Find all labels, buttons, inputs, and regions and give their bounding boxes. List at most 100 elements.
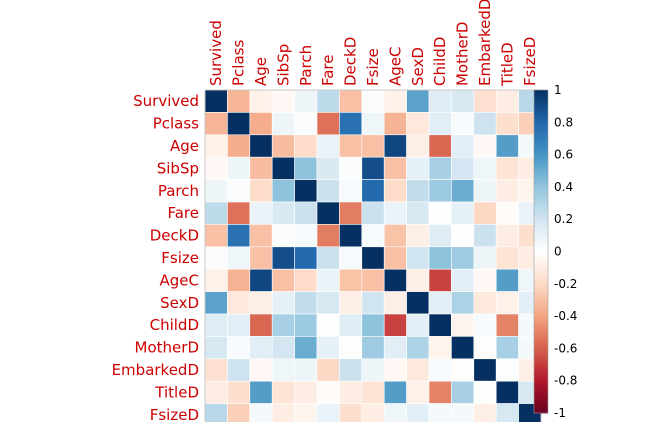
heatmap-cell-pclass-motherd bbox=[451, 112, 475, 136]
heatmap-cell-deckd-sibsp bbox=[271, 224, 295, 248]
heatmap-cell-fsize-deckd bbox=[339, 246, 363, 270]
colorbar-tick-label: 0.4 bbox=[554, 180, 573, 194]
column-label: Survived bbox=[207, 20, 225, 86]
heatmap-cell-embarkedd-parch bbox=[294, 358, 318, 382]
heatmap-cell-deckd-parch bbox=[294, 224, 318, 248]
heatmap-cell-motherd-survived bbox=[204, 336, 228, 360]
colorbar-segment bbox=[534, 316, 548, 320]
heatmap-cell-agec-sexd bbox=[406, 268, 430, 292]
colorbar-segment bbox=[534, 170, 548, 175]
heatmap-cell-survived-sexd bbox=[406, 89, 430, 113]
colorbar-segment bbox=[534, 322, 548, 327]
heatmap-cell-childd-survived bbox=[204, 313, 228, 337]
colorbar-segment bbox=[534, 128, 548, 133]
heatmap-cell-childd-fsize bbox=[361, 313, 385, 337]
colorbar-segment bbox=[534, 293, 548, 298]
heatmap-cell-fsize-fsize bbox=[361, 246, 385, 270]
heatmap-cell-age-childd bbox=[428, 134, 452, 158]
heatmap-cell-survived-fsize bbox=[361, 89, 385, 113]
heatmap-cell-pclass-sexd bbox=[406, 112, 430, 136]
heatmap-cell-titled-deckd bbox=[339, 380, 363, 404]
heatmap-cell-parch-embarkedd bbox=[473, 179, 497, 203]
heatmap-cell-sexd-childd bbox=[428, 291, 452, 315]
heatmap-cell-titled-motherd bbox=[451, 380, 475, 404]
colorbar-segment bbox=[534, 274, 548, 278]
colorbar-segment bbox=[534, 141, 548, 146]
heatmap-cell-fsize-parch bbox=[294, 246, 318, 270]
heatmap-cell-survived-age bbox=[249, 89, 273, 113]
colorbar-segment bbox=[534, 332, 548, 337]
column-label: Age bbox=[252, 57, 270, 86]
heatmap-cell-pclass-sibsp bbox=[271, 112, 295, 136]
colorbar-tick-label: -1 bbox=[554, 406, 566, 420]
colorbar-tick-label: -0.6 bbox=[554, 341, 577, 355]
heatmap-cell-fsized-agec bbox=[383, 403, 407, 422]
column-label: AgeC bbox=[386, 47, 404, 87]
colorbar-segment bbox=[534, 190, 548, 194]
heatmap-cell-deckd-pclass bbox=[227, 224, 251, 248]
heatmap-cell-pclass-fare bbox=[316, 112, 340, 136]
colorbar-segment bbox=[534, 180, 548, 185]
colorbar-segment bbox=[534, 90, 548, 94]
colorbar-segment bbox=[534, 400, 548, 404]
heatmap-cell-fsized-titled bbox=[495, 403, 519, 422]
colorbar-segment bbox=[534, 144, 548, 149]
colorbar-segment bbox=[534, 96, 548, 101]
row-label: Age bbox=[170, 137, 199, 155]
heatmap-cell-fsize-childd bbox=[428, 246, 452, 270]
colorbar-frame bbox=[533, 89, 549, 414]
heatmap-cell-fare-motherd bbox=[451, 201, 475, 225]
colorbar-segment bbox=[534, 290, 548, 295]
column-label: TitleD bbox=[498, 42, 516, 87]
colorbar-segment bbox=[534, 245, 548, 249]
heatmap-cell-childd-age bbox=[249, 313, 273, 337]
heatmap-cell-survived-motherd bbox=[451, 89, 475, 113]
heatmap-cell-fare-deckd bbox=[339, 201, 363, 225]
heatmap-cell-agec-survived bbox=[204, 268, 228, 292]
heatmap-cell-age-pclass bbox=[227, 134, 251, 158]
heatmap-cell-titled-sexd bbox=[406, 380, 430, 404]
heatmap-cell-childd-deckd bbox=[339, 313, 363, 337]
heatmap-cell-deckd-agec bbox=[383, 224, 407, 248]
row-label: Parch bbox=[158, 182, 199, 200]
heatmap-cell-agec-deckd bbox=[339, 268, 363, 292]
row-label: SibSp bbox=[157, 159, 199, 177]
heatmap-cell-motherd-pclass bbox=[227, 336, 251, 360]
colorbar-segment bbox=[534, 186, 548, 191]
heatmap-cell-pclass-childd bbox=[428, 112, 452, 136]
heatmap-cell-sexd-fsize bbox=[361, 291, 385, 315]
heatmap-cell-sibsp-fare bbox=[316, 156, 340, 180]
heatmap-cell-motherd-motherd bbox=[451, 336, 475, 360]
heatmap-cell-survived-childd bbox=[428, 89, 452, 113]
colorbar-segment bbox=[534, 151, 548, 156]
heatmap-cell-age-age bbox=[249, 134, 273, 158]
heatmap-cell-sibsp-titled bbox=[495, 156, 519, 180]
heatmap-cell-survived-pclass bbox=[227, 89, 251, 113]
colorbar-segment bbox=[534, 280, 548, 285]
row-labels: Survived Pclass Age SibSp Parch Fare DeckD Fsiz… bbox=[112, 92, 200, 422]
colorbar-segment bbox=[534, 364, 548, 369]
colorbar-tick-label: 0 bbox=[554, 245, 562, 259]
row-label: SexD bbox=[160, 294, 199, 312]
heatmap-cell-fsized-sibsp bbox=[271, 403, 295, 422]
colorbar-segment bbox=[534, 135, 548, 140]
colorbar-segment bbox=[534, 403, 548, 408]
heatmap-cell-deckd-fare bbox=[316, 224, 340, 248]
row-label: TitleD bbox=[154, 383, 199, 401]
heatmap-cell-fsized-age bbox=[249, 403, 273, 422]
heatmap-cell-titled-pclass bbox=[227, 380, 251, 404]
heatmap-cell-age-titled bbox=[495, 134, 519, 158]
heatmap-cell-titled-titled bbox=[495, 380, 519, 404]
heatmap-cell-sibsp-pclass bbox=[227, 156, 251, 180]
colorbar-segment bbox=[534, 219, 548, 224]
heatmap-cell-motherd-deckd bbox=[339, 336, 363, 360]
heatmap-cell-fare-childd bbox=[428, 201, 452, 225]
heatmap-cell-fsize-age bbox=[249, 246, 273, 270]
colorbar-segment bbox=[534, 367, 548, 372]
colorbar-tick-label: 0.2 bbox=[554, 212, 573, 226]
colorbar-segment bbox=[534, 148, 548, 152]
heatmap-cell-age-motherd bbox=[451, 134, 475, 158]
heatmap-cell-sexd-age bbox=[249, 291, 273, 315]
row-label: Fare bbox=[167, 204, 199, 222]
heatmap-cell-fare-agec bbox=[383, 201, 407, 225]
